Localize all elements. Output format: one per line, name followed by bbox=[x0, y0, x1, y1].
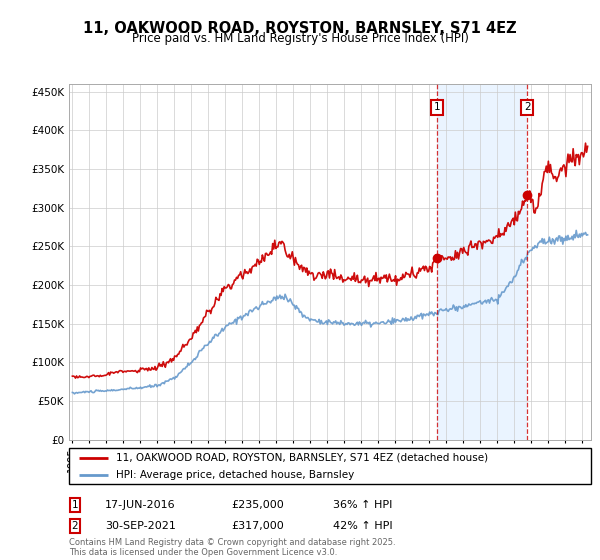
Text: 17-JUN-2016: 17-JUN-2016 bbox=[105, 500, 176, 510]
Text: £317,000: £317,000 bbox=[231, 521, 284, 531]
Text: Price paid vs. HM Land Registry's House Price Index (HPI): Price paid vs. HM Land Registry's House … bbox=[131, 32, 469, 45]
Text: 1: 1 bbox=[71, 500, 79, 510]
Text: £235,000: £235,000 bbox=[231, 500, 284, 510]
Text: 11, OAKWOOD ROAD, ROYSTON, BARNSLEY, S71 4EZ: 11, OAKWOOD ROAD, ROYSTON, BARNSLEY, S71… bbox=[83, 21, 517, 36]
Text: 42% ↑ HPI: 42% ↑ HPI bbox=[333, 521, 392, 531]
Text: 2: 2 bbox=[71, 521, 79, 531]
Text: 36% ↑ HPI: 36% ↑ HPI bbox=[333, 500, 392, 510]
Text: 30-SEP-2021: 30-SEP-2021 bbox=[105, 521, 176, 531]
Text: Contains HM Land Registry data © Crown copyright and database right 2025.
This d: Contains HM Land Registry data © Crown c… bbox=[69, 538, 395, 557]
Text: 2: 2 bbox=[524, 102, 530, 112]
Text: 1: 1 bbox=[434, 102, 440, 112]
FancyBboxPatch shape bbox=[69, 448, 591, 484]
Text: 11, OAKWOOD ROAD, ROYSTON, BARNSLEY, S71 4EZ (detached house): 11, OAKWOOD ROAD, ROYSTON, BARNSLEY, S71… bbox=[116, 453, 488, 463]
Bar bbox=[437, 84, 527, 440]
Text: HPI: Average price, detached house, Barnsley: HPI: Average price, detached house, Barn… bbox=[116, 470, 354, 479]
